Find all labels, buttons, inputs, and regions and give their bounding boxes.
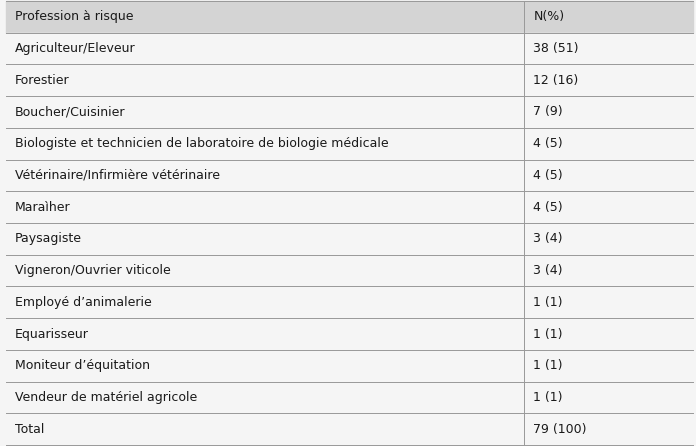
Text: Vigneron/Ouvrier viticole: Vigneron/Ouvrier viticole	[15, 264, 171, 277]
Bar	[6, 128, 693, 160]
Text: Vendeur de matériel agricole: Vendeur de matériel agricole	[15, 391, 197, 404]
Text: Total: Total	[15, 423, 44, 436]
Bar	[6, 413, 693, 445]
Bar	[6, 382, 693, 413]
Bar	[6, 223, 693, 255]
Text: Moniteur d’équitation: Moniteur d’équitation	[15, 359, 150, 372]
Text: Boucher/Cuisinier: Boucher/Cuisinier	[15, 105, 125, 119]
Text: Vétérinaire/Infirmière vétérinaire: Vétérinaire/Infirmière vétérinaire	[15, 169, 220, 182]
Text: 4 (5): 4 (5)	[533, 137, 563, 150]
Text: 79 (100): 79 (100)	[533, 423, 587, 436]
Text: Biologiste et technicien de laboratoire de biologie médicale: Biologiste et technicien de laboratoire …	[15, 137, 388, 150]
Text: 4 (5): 4 (5)	[533, 201, 563, 214]
Text: 1 (1): 1 (1)	[533, 327, 563, 341]
Text: 3 (4): 3 (4)	[533, 232, 563, 245]
Bar	[6, 255, 693, 286]
Bar	[6, 1, 693, 33]
Bar	[6, 286, 693, 318]
Text: 1 (1): 1 (1)	[533, 359, 563, 372]
Bar	[6, 64, 693, 96]
Bar	[6, 96, 693, 128]
Text: 7 (9): 7 (9)	[533, 105, 563, 119]
Text: 1 (1): 1 (1)	[533, 296, 563, 309]
Text: 1 (1): 1 (1)	[533, 391, 563, 404]
Text: N(%): N(%)	[533, 10, 564, 23]
Text: Agriculteur/Eleveur: Agriculteur/Eleveur	[15, 42, 135, 55]
Text: Maraìher: Maraìher	[15, 201, 70, 214]
Bar	[6, 33, 693, 64]
Text: Profession à risque: Profession à risque	[15, 10, 133, 23]
Text: Employé d’animalerie: Employé d’animalerie	[15, 296, 151, 309]
Text: 38 (51): 38 (51)	[533, 42, 579, 55]
Bar	[6, 160, 693, 191]
Text: 12 (16): 12 (16)	[533, 74, 578, 87]
Bar	[6, 350, 693, 382]
Text: Forestier: Forestier	[15, 74, 69, 87]
Text: Equarisseur: Equarisseur	[15, 327, 88, 341]
Bar	[6, 318, 693, 350]
Text: 3 (4): 3 (4)	[533, 264, 563, 277]
Bar	[6, 191, 693, 223]
Text: Paysagiste: Paysagiste	[15, 232, 81, 245]
Text: 4 (5): 4 (5)	[533, 169, 563, 182]
